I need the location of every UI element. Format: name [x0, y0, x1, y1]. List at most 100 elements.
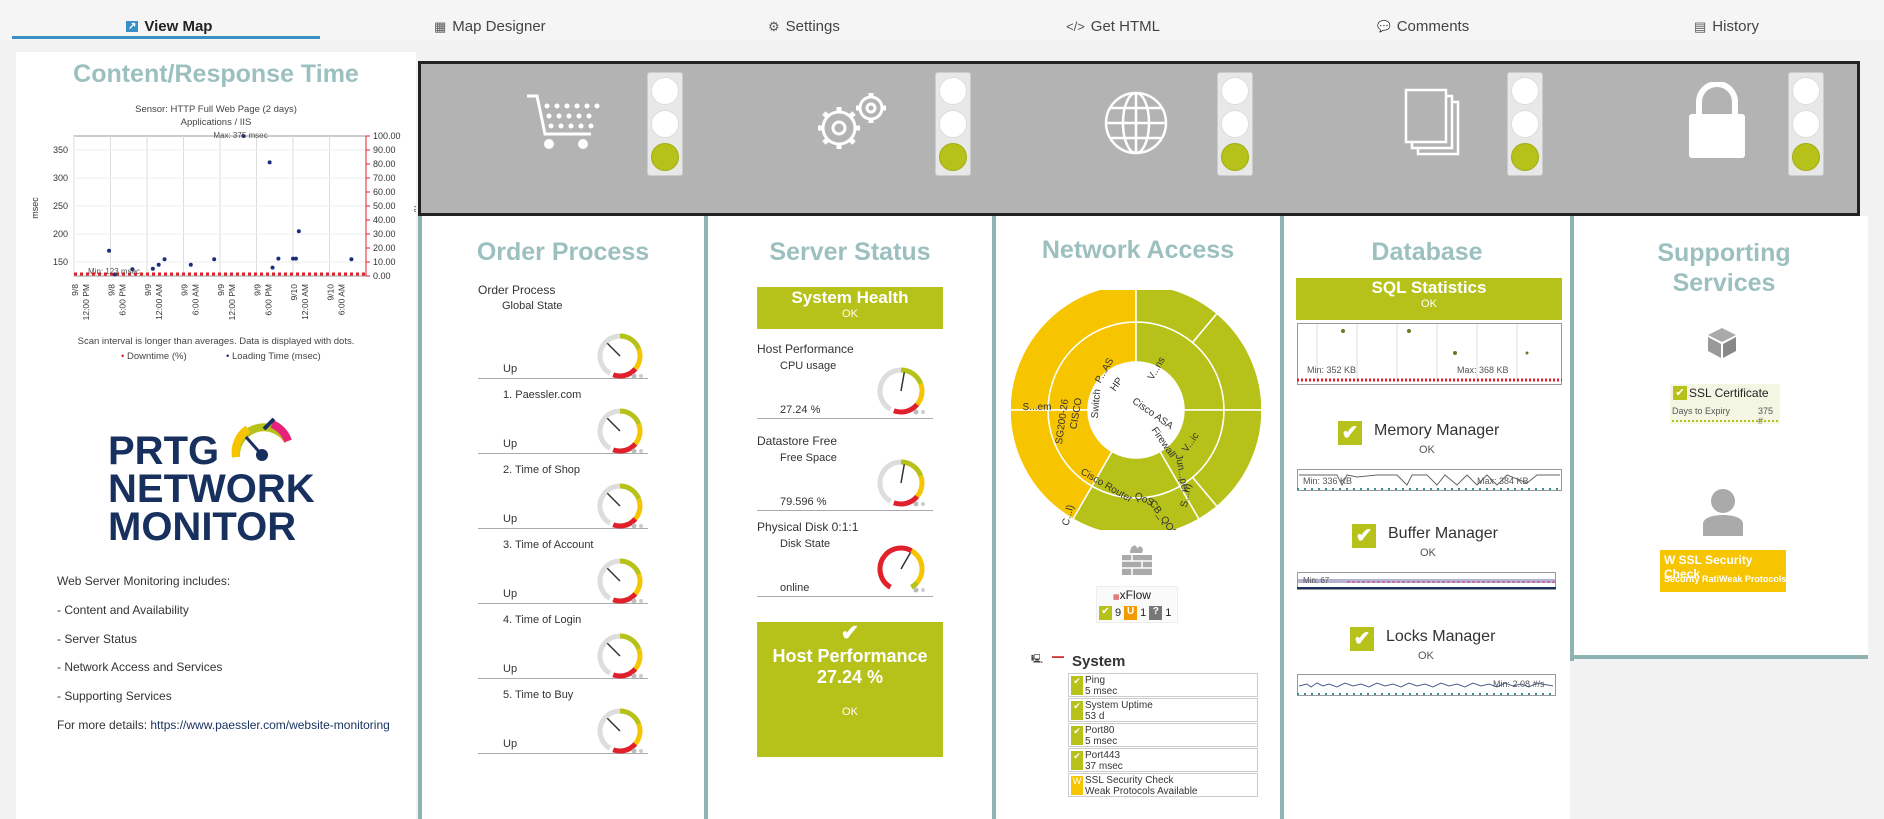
- tab-map-designer[interactable]: ▦ Map Designer: [434, 18, 546, 35]
- device-icon: 🖳: [1031, 654, 1044, 664]
- system-sensor-row[interactable]: ✔ Port443 37 msec: [1068, 748, 1258, 772]
- ssl-security-check-box[interactable]: W SSL Security Check Security RatiWeak P…: [1660, 550, 1786, 592]
- loading-point: [267, 160, 272, 165]
- ssl-check-sub: Security RatiWeak Protocols: [1664, 574, 1787, 584]
- host-performance-value: 27.24 %: [816, 667, 884, 687]
- unusual-count: 1: [1140, 607, 1147, 619]
- column-separator: [1570, 216, 1574, 661]
- locks-sparkline: Min: 2.08 #/s: [1297, 674, 1556, 696]
- memory-manager-title[interactable]: Memory Manager: [1374, 422, 1500, 439]
- unknown-icon: ?: [1149, 606, 1163, 620]
- sunburst-segment: [1191, 312, 1261, 411]
- loading-point: [296, 229, 301, 234]
- x-tick-label: 12:00 AM: [300, 284, 310, 320]
- sql-statistics-title: SQL Statistics: [1371, 278, 1487, 297]
- host-performance-box[interactable]: ✔ Host Performance 27.24 % OK: [757, 620, 943, 757]
- unusual-icon: U: [1124, 606, 1138, 620]
- column-separator: [1280, 216, 1284, 819]
- sunburst-label: Cisco ASA: [1130, 396, 1175, 432]
- y-axis-label: msec: [30, 197, 40, 219]
- check-icon: ✔: [1071, 676, 1083, 695]
- loading-point: [293, 256, 298, 261]
- system-health-box[interactable]: System Health OK: [757, 287, 943, 329]
- loading-point: [112, 272, 117, 277]
- ok-check-icon: ✔: [1099, 606, 1112, 620]
- supporting-services-column: Supporting Services ✔ SSL Certificate Days…: [1574, 216, 1868, 657]
- tab-comments[interactable]: 💬 Comments: [1377, 18, 1469, 35]
- sensor-value: Weak Protocols Available: [1085, 786, 1198, 797]
- tab-settings[interactable]: ⚙ Settings: [768, 18, 840, 35]
- sensor-value: 37 msec: [1085, 761, 1123, 772]
- locks-check-icon: ✔: [1350, 627, 1374, 651]
- left-panel: Content/Response Time Sensor: HTTP Full …: [16, 52, 416, 819]
- gauge-icon: [597, 408, 643, 454]
- legend-loading: • Loading Time (msec): [226, 351, 321, 362]
- sunburst-label: Switch: [1090, 389, 1104, 419]
- sunburst-segment: [1011, 290, 1137, 411]
- y2-tick-label: 80.00: [373, 159, 396, 169]
- group-label: Datastore Free: [757, 434, 838, 448]
- sensor-name[interactable]: 5. Time to Buy: [503, 689, 574, 701]
- system-title[interactable]: System: [1072, 653, 1126, 670]
- system-health-status: OK: [842, 308, 858, 320]
- sensor-name[interactable]: 1. Paessler.com: [503, 389, 582, 401]
- warning-icon: W: [1664, 553, 1676, 567]
- column-title: Server Status: [769, 238, 931, 266]
- y2-tick-label: 10.00: [373, 257, 396, 267]
- legend-downtime: • Downtime (%): [121, 351, 187, 362]
- x-tick-label: 6:00 PM: [118, 284, 128, 316]
- sensor-value: 27.24 %: [780, 404, 821, 416]
- tab-get-html[interactable]: </> Get HTML: [1066, 18, 1160, 35]
- system-sensor-row[interactable]: W SSL Security Check Weak Protocols Availa…: [1068, 773, 1258, 797]
- system-sensor-row[interactable]: ✔ System Uptime 53 d: [1068, 698, 1258, 722]
- loading-point: [107, 248, 112, 253]
- sensor-name: Ping: [1085, 675, 1106, 686]
- buffer-min-label: Min: 67: [1303, 576, 1330, 585]
- check-icon: ✔: [1673, 386, 1687, 400]
- sensor-value: 5 msec: [1085, 736, 1118, 747]
- sensor-value: 53 d: [1085, 711, 1105, 722]
- gears-icon: [818, 93, 886, 149]
- sql-statistics-box[interactable]: SQL Statistics OK: [1296, 278, 1562, 320]
- x-tick-label: 12:00 PM: [227, 284, 237, 320]
- history-icon: ▤: [1694, 18, 1707, 34]
- sunburst-chart[interactable]: P...ASHPSwitchCISCOSG200-26S...emC...l)C…: [1011, 290, 1261, 530]
- sensor-name[interactable]: Global State: [502, 300, 563, 312]
- loading-point: [130, 267, 135, 272]
- memory-sparkline: Min: 336 KB Max: 384 KB: [1297, 469, 1562, 491]
- system-sensor-row[interactable]: ✔ Port80 5 msec: [1068, 723, 1258, 747]
- loading-point: [150, 266, 155, 271]
- sensor-name[interactable]: 4. Time of Login: [503, 614, 582, 626]
- locks-manager-title[interactable]: Locks Manager: [1386, 628, 1496, 645]
- tab-history[interactable]: ▤ History: [1694, 18, 1759, 35]
- sensor-name[interactable]: 3. Time of Account: [503, 539, 594, 551]
- sensor-name: Port443: [1085, 750, 1121, 761]
- y-tick-label: 250: [53, 201, 68, 211]
- desc-item: - Server Status: [57, 632, 138, 646]
- more-details-link[interactable]: https://www.paessler.com/website-monitor…: [150, 718, 390, 732]
- sunburst-label: S...em: [1023, 402, 1052, 413]
- sunburst-label: C...l): [1061, 504, 1077, 527]
- system-sensor-row[interactable]: ✔ Ping 5 msec: [1068, 673, 1258, 697]
- sensor-name[interactable]: Disk State: [780, 538, 831, 550]
- chart-sensor-label: Sensor: HTTP Full Web Page (2 days): [135, 104, 297, 115]
- logo-line-3: MONITOR: [108, 505, 297, 549]
- sensor-name[interactable]: 2. Time of Shop: [503, 464, 581, 476]
- tab-view-map[interactable]: ↗ View Map: [126, 18, 212, 35]
- divider: [757, 596, 933, 597]
- x-tick-label: 9/9: [253, 284, 263, 296]
- shopping-cart-icon: [527, 94, 600, 149]
- map-icon: ↗: [126, 21, 139, 32]
- gauge-icon: [597, 633, 643, 679]
- ssl-certificate-box[interactable]: ✔ SSL Certificate Days to Expiry 375 #: [1670, 384, 1780, 426]
- sensor-name[interactable]: Free Space: [780, 452, 837, 464]
- divider: [478, 528, 648, 529]
- y2-tick-label: 90.00: [373, 145, 396, 155]
- sensor-name[interactable]: CPU usage: [780, 360, 837, 372]
- locks-min-label: Min: 2.08 #/s: [1493, 679, 1545, 689]
- server-status-column: Server Status System Health OK ✔ Host Pe…: [708, 216, 992, 819]
- buffer-manager-title[interactable]: Buffer Manager: [1388, 525, 1498, 542]
- gauge-icon: [877, 459, 925, 507]
- logo-line-1: PRTG: [108, 429, 220, 473]
